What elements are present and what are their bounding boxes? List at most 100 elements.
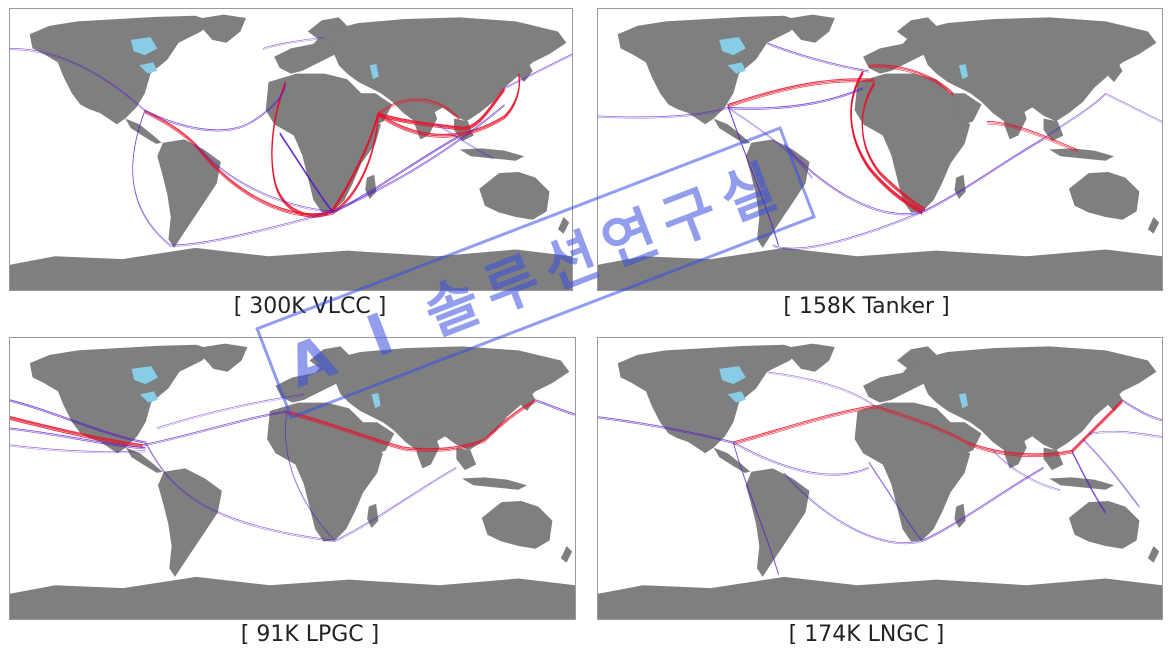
scandinavia-landmass <box>896 17 937 40</box>
greenland-landmass <box>784 343 835 372</box>
shipping-route <box>10 399 146 443</box>
indonesia-landmass <box>459 148 525 161</box>
new-zealand-landmass <box>1147 545 1160 563</box>
australia-landmass <box>1068 500 1140 549</box>
shipping-route <box>733 406 875 444</box>
madagascar-landmass <box>367 503 379 528</box>
shipping-route <box>922 468 1044 542</box>
shipping-route <box>733 443 869 476</box>
new-zealand-landmass <box>560 545 573 563</box>
shipping-route <box>142 412 287 447</box>
continents <box>10 14 572 290</box>
shipping-routes <box>598 371 1162 576</box>
shipping-route <box>286 413 485 452</box>
shipping-route <box>767 372 875 407</box>
south-america-landmass <box>745 468 810 577</box>
south-america-landmass <box>158 468 222 577</box>
north-america-landmass <box>29 344 214 454</box>
hudson-bay-lake <box>719 37 746 56</box>
shipping-route <box>10 444 146 452</box>
shipping-route <box>10 417 143 447</box>
scandinavia-landmass <box>896 346 937 369</box>
japan-landmass <box>1108 60 1123 83</box>
shipping-route <box>868 64 954 94</box>
shipping-route <box>1105 94 1162 123</box>
shipping-route <box>504 55 572 90</box>
south-america-landmass <box>745 139 810 248</box>
shipping-route <box>727 81 875 108</box>
shipping-route <box>1088 430 1162 437</box>
shipping-route <box>10 427 146 449</box>
shipping-route <box>733 443 779 576</box>
shipping-route <box>767 371 875 406</box>
shipping-route <box>783 474 923 545</box>
shipping-route <box>1043 94 1106 140</box>
europe-landmass <box>274 28 345 74</box>
shipping-route <box>922 139 1044 214</box>
map-panel-lpgc <box>9 337 576 620</box>
shipping-route <box>598 417 734 444</box>
shipping-route <box>535 400 575 416</box>
shipping-route <box>142 410 287 446</box>
caspian-sea-lake <box>958 64 968 80</box>
hudson-bay-lake <box>131 366 159 385</box>
south-america-landmass <box>157 139 221 248</box>
shipping-route <box>1071 450 1106 513</box>
map-panel-tanker <box>597 8 1163 291</box>
great-lakes-lake <box>139 391 159 403</box>
greenland-landmass <box>195 14 247 43</box>
shipping-route <box>262 36 325 49</box>
shipping-route <box>145 443 335 542</box>
shipping-route <box>144 82 286 131</box>
world-map-lpgc <box>10 343 575 619</box>
indonesia-landmass <box>462 477 527 490</box>
continents <box>598 14 1162 290</box>
shipping-route <box>922 137 1044 212</box>
caption-vlcc: [ 300K VLCC ] <box>233 294 387 319</box>
shipping-route <box>868 67 954 97</box>
shipping-route <box>10 416 143 446</box>
madagascar-landmass <box>954 174 966 199</box>
shipping-route <box>783 472 923 543</box>
continents <box>10 343 575 619</box>
shipping-route <box>733 441 869 475</box>
map-panel-vlcc <box>9 8 573 291</box>
world-map-vlcc <box>10 14 572 290</box>
indonesia-landmass <box>1049 148 1115 161</box>
india-landmass <box>1004 433 1027 469</box>
shipping-route <box>727 79 875 107</box>
shipping-route <box>286 412 485 451</box>
shipping-route <box>10 400 146 444</box>
shipping-route <box>535 399 575 415</box>
asia-landmass <box>324 17 567 122</box>
antarctica-landmass <box>10 247 572 290</box>
madagascar-landmass <box>954 503 966 528</box>
antarctica-landmass <box>10 576 575 619</box>
north-america-landmass <box>29 15 213 125</box>
shipping-route <box>504 53 572 88</box>
india-landmass <box>416 433 440 469</box>
africa-landmass <box>854 73 971 213</box>
shipping-route <box>992 451 1061 492</box>
australia-landmass <box>479 171 550 220</box>
antarctica-landmass <box>598 247 1162 290</box>
shipping-route <box>772 211 923 249</box>
shipping-route <box>868 461 923 541</box>
shipping-route <box>850 73 923 215</box>
southeast-asia-landmass <box>1043 447 1064 471</box>
shipping-route <box>1122 400 1162 422</box>
shipping-route <box>868 65 954 95</box>
japan-landmass <box>518 60 533 83</box>
central-america-landmass <box>713 118 751 144</box>
shipping-route <box>967 402 1123 458</box>
central-america-landmass <box>125 118 162 144</box>
india-landmass <box>1004 104 1027 140</box>
shipping-route <box>1105 93 1162 122</box>
australia-landmass <box>481 500 553 549</box>
europe-landmass <box>863 357 934 403</box>
central-america-landmass <box>713 447 751 473</box>
world-map-tanker <box>598 14 1162 290</box>
shipping-route <box>144 83 286 132</box>
shipping-route <box>767 42 869 72</box>
shipping-route <box>145 441 335 541</box>
